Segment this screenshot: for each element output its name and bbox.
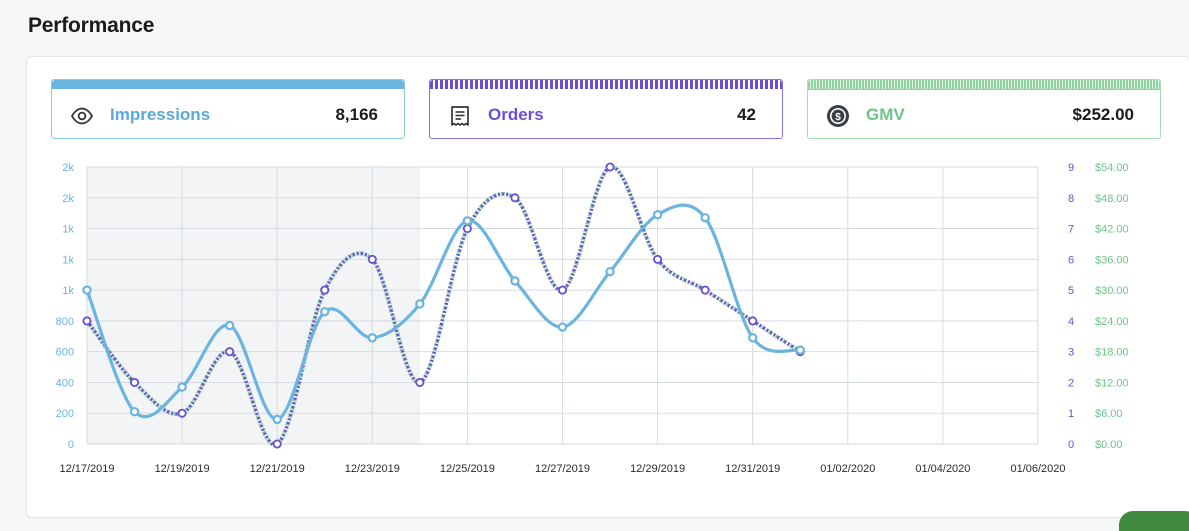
impressions-data-point (510, 276, 520, 286)
impressions-data-point (367, 333, 377, 343)
gmv-axis-tick-label: $42.00 (1095, 224, 1129, 236)
impressions-data-point (82, 285, 92, 295)
gmv-axis-tick-label: $0.00 (1095, 439, 1123, 451)
impressions-data-point (605, 266, 615, 277)
x-axis-tick-label: 12/27/2019 (535, 463, 590, 475)
orders-data-point (700, 285, 710, 295)
x-axis-tick-label: 12/23/2019 (345, 463, 400, 475)
impressions-data-point (462, 216, 473, 226)
left-axis-tick-label: 1k (62, 254, 74, 266)
receipt-icon (451, 106, 469, 126)
x-axis-tick-label: 12/25/2019 (440, 463, 495, 475)
left-axis-tick-label: 1k (62, 224, 74, 236)
impressions-series-line (85, 203, 801, 421)
orders-card-bar (430, 80, 782, 89)
orders-data-point (653, 254, 663, 264)
page-title: Performance (28, 14, 155, 37)
left-axis-tick-label: 800 (56, 316, 74, 328)
orders-card[interactable]: Orders 42 (429, 79, 783, 139)
orders-data-point (272, 439, 282, 449)
orders-axis-tick-label: 8 (1068, 193, 1074, 205)
gmv-card[interactable]: $ GMV $252.00 (807, 79, 1161, 139)
svg-text:$: $ (835, 112, 841, 123)
left-axis-tick-label: 400 (56, 377, 74, 389)
left-axis-tick-label: 600 (56, 347, 74, 359)
left-axis-tick-label: 0 (68, 439, 74, 451)
gmv-axis-tick-label: $36.00 (1095, 254, 1129, 266)
x-axis-tick-label: 12/31/2019 (725, 463, 780, 475)
orders-axis-tick-label: 7 (1068, 224, 1074, 236)
impressions-value: 8,166 (335, 105, 378, 124)
orders-data-point (748, 316, 758, 326)
orders-data-point (462, 224, 472, 234)
orders-axis-tick-label: 0 (1068, 439, 1074, 451)
impressions-card-bar (52, 80, 404, 89)
orders-data-point (130, 377, 140, 387)
impressions-data-point (129, 406, 140, 417)
gmv-axis-tick-label: $30.00 (1095, 285, 1129, 297)
impressions-data-point (700, 213, 710, 223)
orders-axis-tick-label: 5 (1068, 285, 1074, 297)
x-axis-tick-label: 01/04/2020 (915, 463, 970, 475)
impressions-data-point (320, 306, 330, 317)
impressions-data-point (177, 382, 187, 392)
orders-axis-tick-label: 2 (1068, 377, 1074, 389)
gmv-axis-tick-label: $6.00 (1095, 408, 1123, 420)
chat-launcher-button[interactable] (1119, 511, 1189, 531)
orders-data-point (558, 285, 568, 295)
orders-data-point (510, 193, 520, 203)
gmv-axis-tick-label: $18.00 (1095, 347, 1129, 359)
impressions-data-point (748, 333, 758, 343)
orders-axis-tick-label: 1 (1068, 408, 1074, 420)
orders-axis-tick-label: 4 (1068, 316, 1074, 328)
dollar-coin-icon: $ (827, 105, 849, 127)
impressions-data-point (557, 322, 568, 332)
x-axis-tick-label: 12/29/2019 (630, 463, 685, 475)
left-axis-tick-label: 200 (56, 408, 74, 420)
orders-data-point (177, 408, 187, 418)
gmv-axis-tick-label: $54.00 (1095, 162, 1129, 174)
orders-axis-tick-label: 9 (1068, 162, 1074, 174)
orders-value: 42 (737, 105, 756, 124)
orders-axis-tick-label: 3 (1068, 347, 1074, 359)
x-axis-tick-label: 01/02/2020 (820, 463, 875, 475)
impressions-card[interactable]: Impressions 8,166 (51, 79, 405, 139)
orders-label: Orders (488, 105, 544, 124)
x-axis-tick-label: 12/21/2019 (250, 463, 305, 475)
x-axis-tick-label: 12/17/2019 (59, 463, 114, 475)
gmv-value: $252.00 (1072, 105, 1134, 124)
orders-data-point (225, 347, 235, 357)
orders-data-point (320, 285, 330, 295)
gmv-axis-tick-label: $12.00 (1095, 377, 1129, 389)
x-axis-tick-label: 12/19/2019 (155, 463, 210, 475)
gmv-card-bar (808, 80, 1160, 90)
orders-data-point (367, 254, 377, 264)
orders-data-point (605, 162, 615, 172)
impressions-data-point (272, 414, 282, 425)
gmv-label: GMV (866, 105, 905, 124)
gmv-axis-tick-label: $24.00 (1095, 316, 1129, 328)
impressions-data-point (415, 299, 425, 309)
left-axis-tick-label: 2k (62, 162, 74, 174)
left-axis-tick-label: 1k (62, 285, 74, 297)
impressions-data-point (224, 320, 235, 331)
impressions-data-point (795, 345, 805, 355)
orders-data-point (415, 377, 425, 387)
left-axis-tick-label: 2k (62, 193, 74, 205)
gmv-axis-tick-label: $48.00 (1095, 193, 1129, 205)
impressions-label: Impressions (110, 105, 211, 124)
orders-data-point (82, 316, 92, 326)
performance-chart[interactable]: 0 200 400 600 800 1k 1k 1k 2k 2k 0 1 2 3 4 5 6 7 8 9 $0.00 $6… (0, 0, 1189, 499)
orders-series-line (85, 165, 802, 447)
orders-axis-tick-label: 6 (1068, 254, 1074, 266)
eye-icon (70, 107, 94, 125)
x-axis-tick-label: 01/06/2020 (1010, 463, 1065, 475)
impressions-data-point (652, 210, 663, 220)
